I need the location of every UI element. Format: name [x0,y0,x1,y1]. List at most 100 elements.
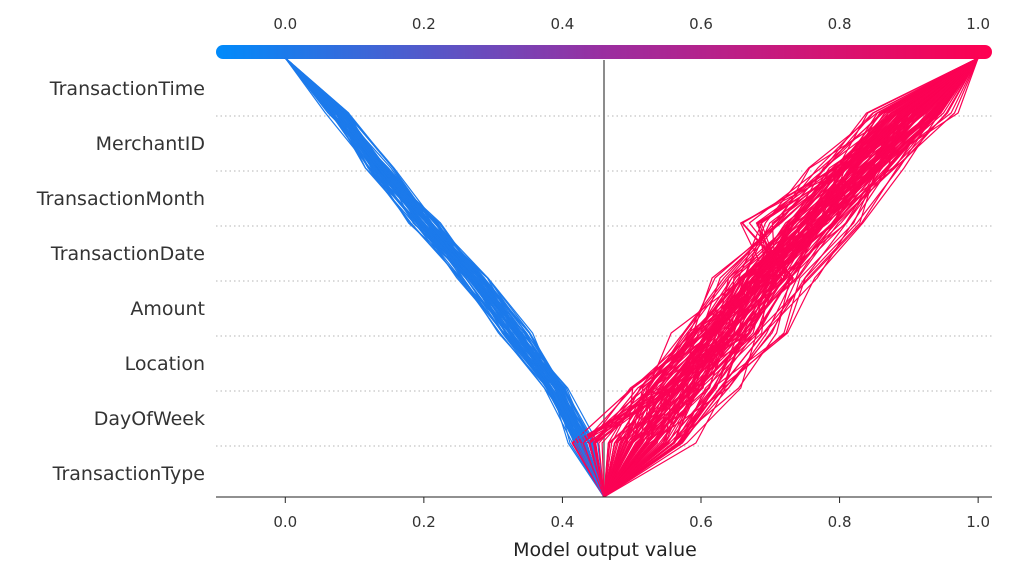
decision-path [284,57,605,498]
decision-path [284,57,605,498]
top-axis-ticks: 0.0 0.2 0.4 0.6 0.8 1.0 [273,15,990,33]
decision-path [284,57,605,498]
feature-label: MerchantID [96,133,205,155]
decision-path [284,57,605,498]
decision-path [284,57,605,498]
decision-path [284,57,605,498]
bottom-tick-label: 0.8 [828,513,852,531]
top-tick-label: 0.6 [689,15,713,33]
bottom-axis-ticks: 0.0 0.2 0.4 0.6 0.8 1.0 [273,497,990,531]
decision-path [284,57,605,498]
decision-path [284,57,605,498]
x-axis-title: Model output value [513,539,697,561]
decision-path [284,57,605,498]
decision-path [284,57,605,498]
feature-label: TransactionTime [49,78,205,100]
feature-label: TransactionType [52,463,205,485]
bottom-tick-label: 0.4 [550,513,574,531]
decision-path [603,57,979,498]
decision-path [284,57,605,498]
bottom-tick-label: 1.0 [966,513,990,531]
decision-path [603,57,979,498]
feature-labels: TransactionTime MerchantID TransactionMont… [36,78,205,485]
decision-path [284,57,605,498]
decision-path [284,57,605,498]
decision-path [284,57,605,498]
decision-path [284,57,605,498]
feature-label: DayOfWeek [94,408,205,430]
feature-label: TransactionMonth [36,188,205,210]
decision-path [284,57,605,498]
decision-path [603,57,979,498]
decision-path [284,57,605,498]
decision-path [582,57,979,498]
decision-path [284,57,605,498]
decision-path [284,57,605,498]
decision-path [284,57,605,498]
decision-path [284,57,605,498]
decision-path [284,57,605,498]
decision-path [603,57,979,498]
decision-path [284,57,605,498]
decision-path [284,57,605,498]
feature-label: TransactionDate [50,243,205,265]
decision-path [284,57,605,498]
decision-path [603,57,979,498]
decision-path [284,57,605,498]
decision-path [594,57,979,498]
decision-path [284,57,605,498]
decision-path [284,57,605,498]
decision-path [603,57,979,498]
bottom-tick-label: 0.2 [412,513,436,531]
decision-path [284,57,605,498]
decision-path [284,57,605,498]
decision-path [284,57,605,498]
bottom-tick-label: 0.0 [273,513,297,531]
decision-path [284,57,605,498]
decision-path [284,57,605,498]
decision-path [284,57,605,498]
decision-path [284,57,605,498]
decision-path [284,57,605,498]
decision-path [284,57,605,498]
decision-paths [284,57,979,498]
top-tick-label: 1.0 [966,15,990,33]
decision-path [284,57,605,498]
decision-path [603,57,979,498]
decision-path [284,57,605,498]
decision-path [284,57,605,498]
decision-path [603,57,979,498]
decision-path [603,57,979,498]
decision-path [284,57,605,498]
decision-path [603,57,979,498]
decision-path [284,57,605,498]
feature-label: Amount [130,298,205,320]
decision-path [284,57,605,498]
decision-path [284,57,605,498]
decision-path [284,57,605,498]
top-tick-label: 0.4 [550,15,574,33]
decision-path [284,57,605,498]
decision-path [284,57,605,498]
decision-path [284,57,605,498]
decision-path [284,57,605,498]
colorbar [216,45,992,59]
top-tick-label: 0.8 [828,15,852,33]
decision-path [284,57,605,498]
decision-path [284,57,605,498]
top-tick-label: 0.0 [273,15,297,33]
decision-path [284,57,605,498]
colorbar-gradient-bar [216,45,992,59]
decision-path [603,57,979,498]
decision-path [284,57,605,498]
decision-path [284,57,605,498]
decision-path [284,57,605,498]
feature-label: Location [125,353,205,375]
top-tick-label: 0.2 [412,15,436,33]
decision-path [284,57,605,498]
decision-path [284,57,605,498]
decision-path [284,57,605,498]
decision-path [284,57,605,498]
